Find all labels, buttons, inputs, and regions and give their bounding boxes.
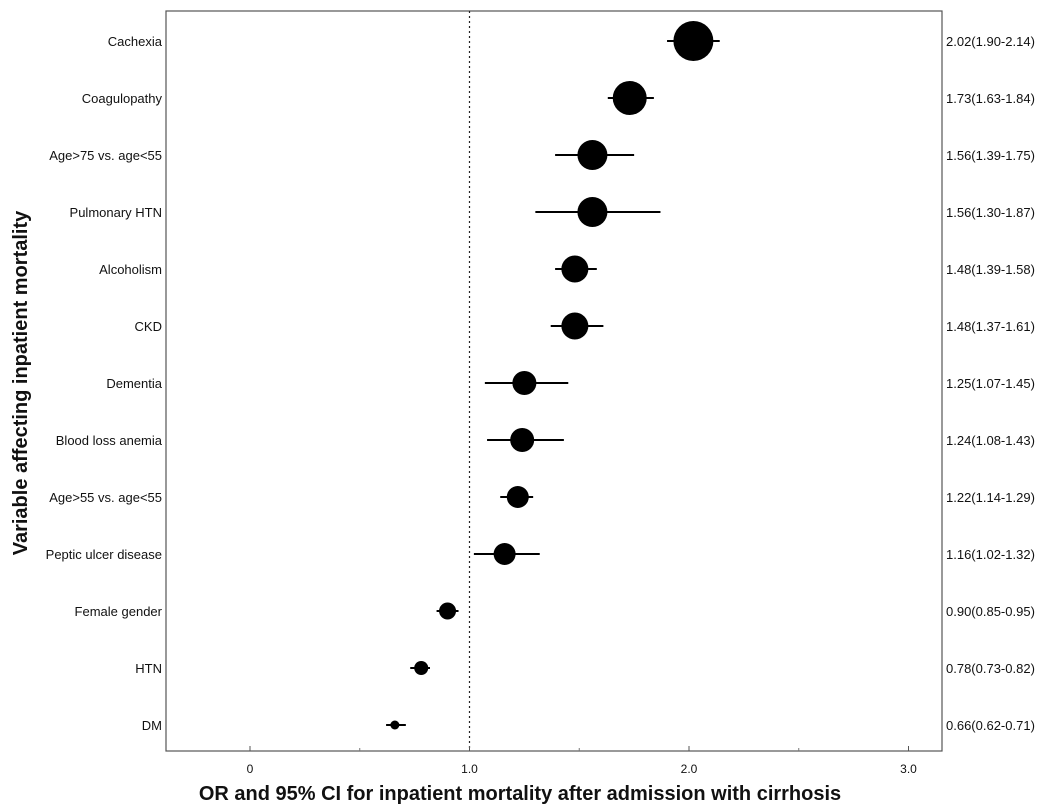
row-value-label: 0.78(0.73-0.82) bbox=[946, 661, 1035, 676]
row-value-label: 1.25(1.07-1.45) bbox=[946, 376, 1035, 391]
row-value-label: 1.56(1.39-1.75) bbox=[946, 148, 1035, 163]
x-axis-title: OR and 95% CI for inpatient mortality af… bbox=[199, 783, 841, 805]
row-label: Female gender bbox=[75, 604, 163, 619]
forest-row: Cachexia 2.02(1.90-2.14) bbox=[108, 21, 1035, 61]
x-tick-label: 1.0 bbox=[461, 762, 478, 776]
forest-row: Age>75 vs. age<55 1.56(1.39-1.75) bbox=[49, 140, 1035, 170]
row-value-label: 1.48(1.37-1.61) bbox=[946, 319, 1035, 334]
or-point bbox=[577, 197, 608, 227]
row-value-label: 1.22(1.14-1.29) bbox=[946, 490, 1035, 505]
row-value-label: 1.16(1.02-1.32) bbox=[946, 547, 1035, 562]
or-point bbox=[439, 602, 457, 620]
forest-row: Age>55 vs. age<55 1.22(1.14-1.29) bbox=[49, 486, 1035, 508]
row-label: Alcoholism bbox=[99, 262, 162, 277]
row-label: Age>55 vs. age<55 bbox=[49, 490, 162, 505]
forest-row: HTN 0.78(0.73-0.82) bbox=[135, 661, 1035, 676]
plot-area-frame bbox=[165, 10, 943, 752]
row-value-label: 1.24(1.08-1.43) bbox=[946, 433, 1035, 448]
row-label: Cachexia bbox=[108, 34, 163, 49]
row-label: Dementia bbox=[106, 376, 162, 391]
row-value-label: 0.90(0.85-0.95) bbox=[946, 604, 1035, 619]
forest-row: DM 0.66(0.62-0.71) bbox=[142, 718, 1035, 733]
row-label: Pulmonary HTN bbox=[70, 205, 162, 220]
or-point bbox=[414, 661, 429, 675]
row-label: CKD bbox=[135, 319, 162, 334]
or-point bbox=[612, 81, 647, 115]
or-point bbox=[390, 720, 400, 730]
row-value-label: 0.66(0.62-0.71) bbox=[946, 718, 1035, 733]
or-point bbox=[577, 140, 608, 170]
row-label: HTN bbox=[135, 661, 162, 676]
x-tick-label: 2.0 bbox=[681, 762, 698, 776]
or-point bbox=[561, 312, 589, 340]
y-axis-title: Variable affecting inpatient mortality bbox=[10, 210, 32, 555]
x-tick-label: 0 bbox=[247, 762, 254, 776]
forest-row: Peptic ulcer disease 1.16(1.02-1.32) bbox=[46, 543, 1035, 565]
row-value-label: 2.02(1.90-2.14) bbox=[946, 34, 1035, 49]
forest-row: Blood loss anemia 1.24(1.08-1.43) bbox=[56, 428, 1035, 452]
forest-row: Female gender 0.90(0.85-0.95) bbox=[75, 602, 1035, 620]
forest-row: Alcoholism 1.48(1.39-1.58) bbox=[99, 255, 1035, 283]
row-label: Age>75 vs. age<55 bbox=[49, 148, 162, 163]
or-point bbox=[506, 486, 529, 508]
forest-row: Dementia 1.25(1.07-1.45) bbox=[106, 371, 1035, 395]
row-label: DM bbox=[142, 718, 162, 733]
or-point bbox=[510, 428, 535, 452]
forest-row: CKD 1.48(1.37-1.61) bbox=[135, 312, 1035, 340]
row-label: Coagulopathy bbox=[82, 91, 163, 106]
row-value-label: 1.73(1.63-1.84) bbox=[946, 91, 1035, 106]
x-tick-label: 3.0 bbox=[900, 762, 917, 776]
or-point bbox=[673, 21, 714, 61]
row-label: Peptic ulcer disease bbox=[46, 547, 162, 562]
row-label: Blood loss anemia bbox=[56, 433, 163, 448]
or-point bbox=[512, 371, 537, 395]
forest-row: Coagulopathy 1.73(1.63-1.84) bbox=[82, 81, 1035, 115]
forest-row: Pulmonary HTN 1.56(1.30-1.87) bbox=[70, 197, 1035, 227]
row-value-label: 1.48(1.39-1.58) bbox=[946, 262, 1035, 277]
or-point bbox=[493, 543, 516, 565]
row-value-label: 1.56(1.30-1.87) bbox=[946, 205, 1035, 220]
or-point bbox=[561, 255, 589, 283]
